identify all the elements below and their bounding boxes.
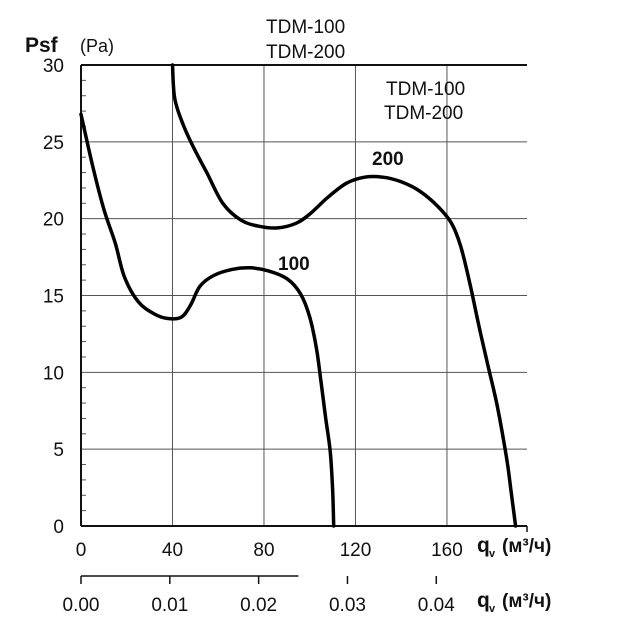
y-tick-labels: 0 5 10 15 20 25 30 [43, 56, 64, 538]
x-axis-label-subscript: v [489, 548, 496, 560]
series-label-100: 100 [278, 254, 310, 275]
x-tick-labels: 0 40 80 120 160 [76, 540, 463, 561]
legend-line-2: TDM-200 [384, 103, 463, 124]
series-line-100 [79, 112, 336, 528]
x2-tick-label-0: 0.00 [63, 595, 100, 616]
y-tick-label-30: 30 [43, 56, 64, 77]
y-tick-label-5: 5 [53, 440, 64, 461]
series-line-200 [170, 63, 518, 528]
x-tick-label-120: 120 [340, 540, 372, 561]
y-tick-label-20: 20 [43, 210, 64, 231]
x2-tick-label-2: 0.02 [240, 595, 277, 616]
series-group [79, 63, 518, 528]
y-axis-unit: (Pa) [80, 36, 114, 56]
y-tick-label-0: 0 [53, 517, 64, 538]
x-axis-label: q v (м³/ч) [477, 534, 551, 560]
plot-frame [80, 64, 528, 532]
x2-axis-label-symbol: q [477, 589, 490, 612]
series-label-200: 200 [372, 149, 404, 170]
x-axis-label-symbol: q [477, 534, 490, 557]
x2-tick-label-4: 0.04 [418, 595, 455, 616]
y-tick-label-15: 15 [43, 287, 64, 308]
y-tick-label-25: 25 [43, 133, 64, 154]
x-tick-label-80: 80 [253, 540, 274, 561]
x2-axis-label: q v (м³/ч) [477, 589, 551, 615]
y-tick-label-10: 10 [43, 363, 64, 384]
chart-title-line-1: TDM-100 [266, 17, 345, 38]
legend-line-1: TDM-100 [386, 79, 465, 100]
secondary-x-axis: 0.00 0.01 0.02 0.03 0.04 [63, 575, 455, 616]
x2-tick-label-3: 0.03 [329, 595, 366, 616]
y-axis-label: Psf [25, 34, 59, 57]
x2-axis-label-unit: (м³/ч) [502, 591, 551, 612]
chart-title-line-2: TDM-200 [266, 42, 345, 63]
x2-tick-label-1: 0.01 [151, 595, 188, 616]
x-tick-label-160: 160 [431, 540, 463, 561]
x2-axis-label-subscript: v [489, 603, 496, 615]
grid [81, 65, 527, 526]
x-axis-label-unit: (м³/ч) [502, 536, 551, 557]
x-tick-label-40: 40 [162, 540, 183, 561]
x-tick-label-0: 0 [76, 540, 87, 561]
